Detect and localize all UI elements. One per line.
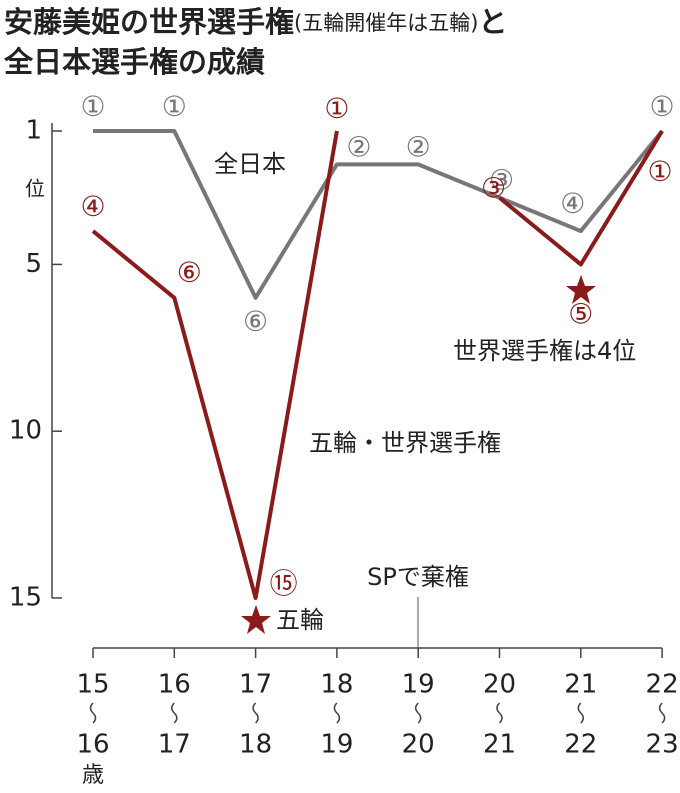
x-tick-tilde: [252, 702, 259, 724]
chart-title-line2: 全日本選手権の成績: [3, 45, 265, 79]
y-tick-label: 10: [9, 416, 42, 446]
data-label: ⑤: [568, 297, 593, 330]
olympic-star: [241, 605, 271, 634]
x-tick-tilde: [171, 702, 178, 724]
series-label: 五輪・世界選手権: [309, 429, 501, 457]
series-line: [93, 129, 664, 300]
x-tick-tilde: [414, 702, 422, 724]
x-tick-label: 19: [402, 670, 435, 700]
data-label: ②: [406, 130, 431, 163]
x-tick-label: 20: [483, 670, 516, 700]
x-unit: 歳: [82, 763, 104, 788]
data-label: ④: [560, 187, 585, 220]
annotation: 五輪: [276, 606, 324, 634]
x-tick-label: 21: [564, 670, 597, 700]
x-tick-label: 23: [646, 730, 679, 760]
data-label: ①: [162, 90, 187, 123]
title-main: 安藤美姫の世界選手権: [4, 5, 294, 39]
data-label: ⑥: [177, 256, 202, 289]
data-label: ①: [324, 92, 349, 125]
data-label: ⑥: [243, 305, 268, 338]
x-tick-label: 18: [320, 670, 353, 700]
x-tick-label: 15: [76, 670, 109, 700]
data-label: ①: [650, 90, 675, 123]
data-label: ④: [80, 190, 105, 223]
title-end: と: [478, 5, 507, 39]
y-tick-label: 5: [25, 249, 42, 279]
series-line: [498, 129, 664, 267]
series-label: 全日本: [214, 150, 286, 178]
chart-title: 安藤美姫の世界選手権(五輪開催年は五輪)と: [4, 5, 507, 39]
x-tick-tilde: [89, 702, 97, 724]
x-tick-label: 22: [646, 670, 679, 700]
x-tick-tilde: [333, 702, 341, 724]
x-tick-label: 19: [320, 730, 353, 760]
x-tick-tilde: [577, 702, 585, 724]
y-unit: 位: [25, 177, 45, 201]
data-label: ①: [648, 155, 673, 188]
x-tick-label: 16: [158, 670, 191, 700]
data-label: ③: [489, 164, 514, 197]
data-label: ①: [80, 90, 105, 123]
x-tick-tilde: [658, 702, 666, 724]
marker-star: [566, 275, 596, 304]
x-tick-label: 20: [402, 730, 435, 760]
data-label: ⑮: [270, 567, 298, 600]
x-tick-label: 21: [483, 730, 516, 760]
data-label: ③: [481, 172, 506, 205]
title-note: (五輪開催年は五輪): [294, 11, 478, 35]
annotation: SPで棄権: [367, 563, 469, 591]
y-tick-label: 15: [9, 582, 42, 612]
x-tick-label: 22: [564, 730, 597, 760]
x-tick-label: 17: [158, 730, 191, 760]
y-tick-label: 1: [25, 116, 42, 146]
series-line: [91, 130, 339, 600]
x-tick-label: 18: [239, 730, 272, 760]
x-tick-label: 17: [239, 670, 272, 700]
x-tick-tilde: [496, 702, 503, 724]
data-label: ②: [346, 130, 371, 163]
x-tick-label: 16: [76, 730, 109, 760]
annotation: 世界選手権は4位: [453, 337, 636, 365]
